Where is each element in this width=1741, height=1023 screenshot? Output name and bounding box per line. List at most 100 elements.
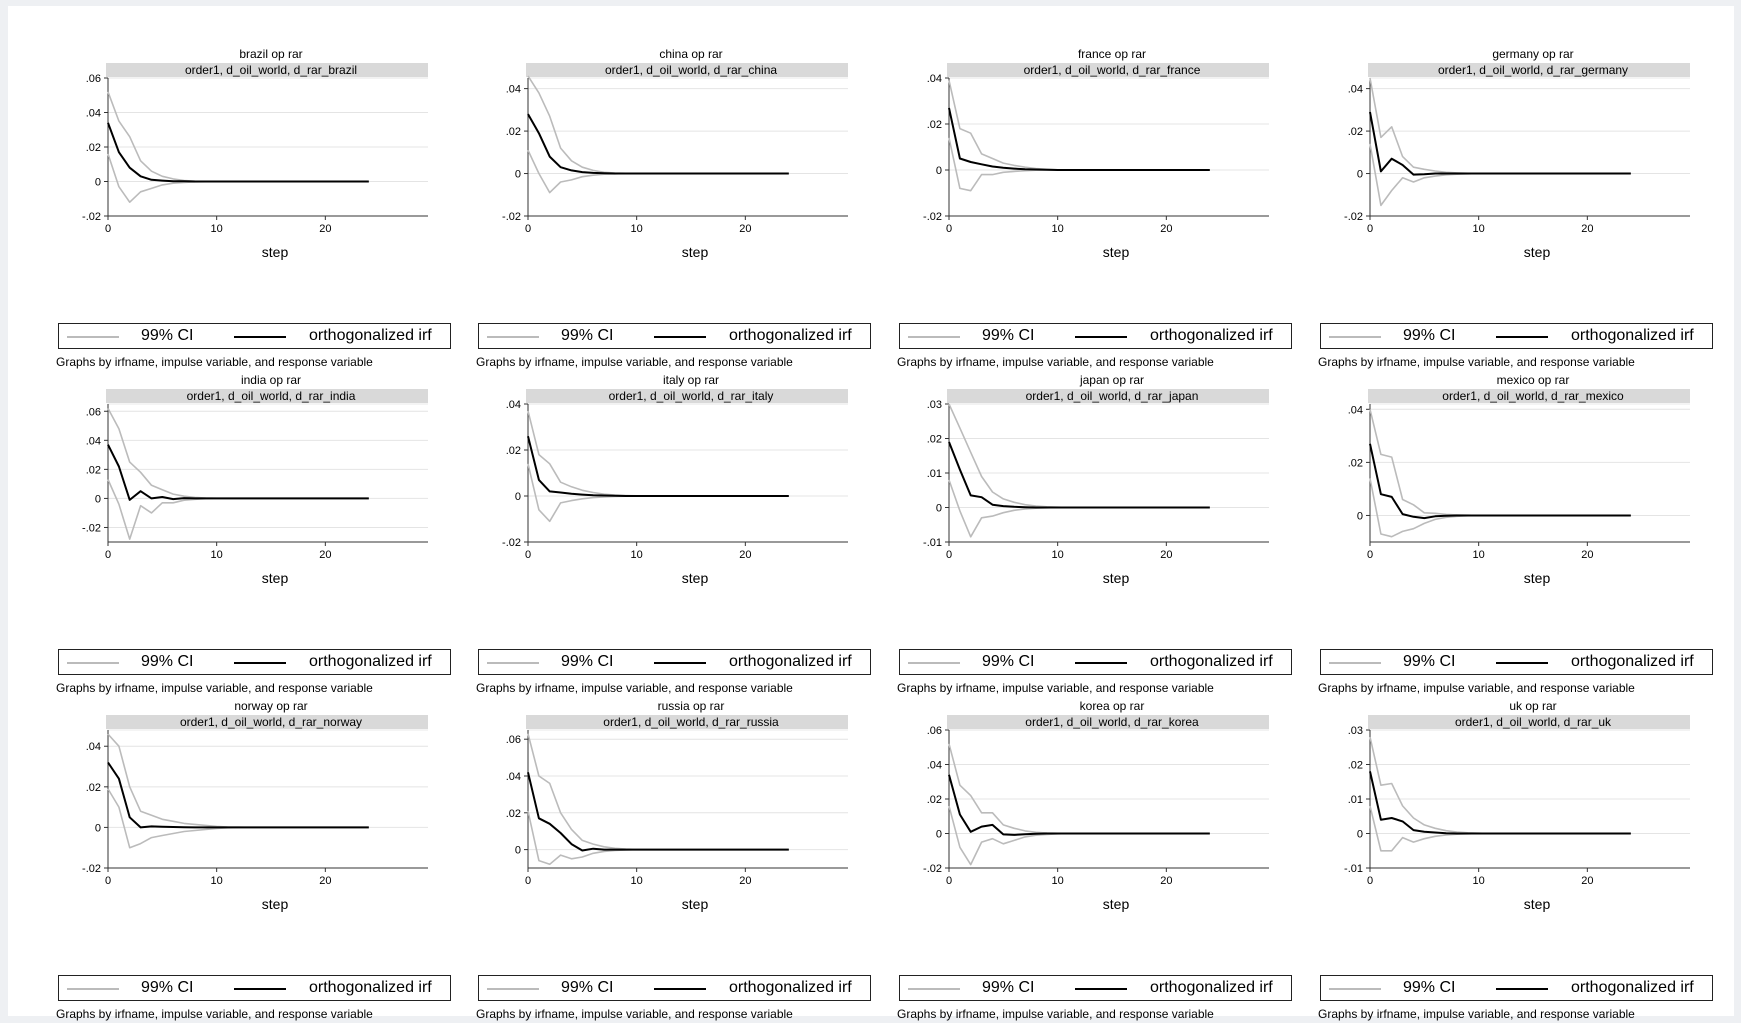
legend-label-ci: 99% CI — [141, 653, 193, 671]
y-tick-label: .04 — [1348, 404, 1363, 416]
legend-swatch-ci — [487, 336, 539, 338]
legend-label-ci: 99% CI — [1403, 653, 1455, 671]
legend-label-ci: 99% CI — [561, 327, 613, 345]
legend: 99% CI orthogonalized irf — [899, 975, 1292, 1001]
x-axis-label: step — [682, 244, 709, 260]
chart-title: russia op rar — [658, 699, 725, 713]
y-tick-label: .04 — [86, 741, 101, 753]
y-tick-label: -.02 — [923, 863, 942, 875]
x-axis-label: step — [1103, 570, 1130, 586]
chart-title: uk op rar — [1509, 699, 1556, 713]
legend-label-ci: 99% CI — [982, 327, 1034, 345]
x-tick-label: 0 — [1367, 875, 1373, 887]
graph-note: Graphs by irfname, impulse variable, and… — [897, 1007, 1214, 1021]
plot-area — [1370, 78, 1690, 216]
legend: 99% CI orthogonalized irf — [58, 975, 451, 1001]
x-axis-label: step — [1524, 244, 1551, 260]
chart-title: italy op rar — [663, 373, 719, 387]
y-tick-label: 0 — [95, 822, 101, 834]
legend-swatch-irf — [1075, 662, 1127, 664]
x-tick-label: 10 — [1473, 549, 1485, 561]
legend-swatch-ci — [908, 988, 960, 990]
x-tick-label: 10 — [1052, 223, 1064, 235]
y-tick-label: 0 — [936, 503, 942, 515]
y-tick-label: .04 — [506, 84, 521, 96]
x-tick-label: 0 — [946, 549, 952, 561]
legend-swatch-ci — [67, 662, 119, 664]
x-axis-label: step — [262, 570, 289, 586]
legend-label-irf: orthogonalized irf — [309, 327, 432, 345]
legend-swatch-ci — [1329, 988, 1381, 990]
legend-swatch-irf — [1496, 336, 1548, 338]
plot-area — [949, 78, 1269, 216]
legend-label-ci: 99% CI — [141, 979, 193, 997]
chart-subtitle: order1, d_oil_world, d_rar_france — [1024, 63, 1201, 77]
legend-label-irf: orthogonalized irf — [729, 327, 852, 345]
graph-note: Graphs by irfname, impulse variable, and… — [1318, 355, 1635, 369]
y-tick-label: .02 — [1348, 126, 1363, 138]
x-tick-label: 20 — [739, 875, 751, 887]
x-tick-label: 10 — [631, 549, 643, 561]
y-tick-label: .04 — [86, 435, 101, 447]
legend-swatch-ci — [67, 336, 119, 338]
legend-swatch-irf — [234, 336, 286, 338]
legend-label-irf: orthogonalized irf — [309, 979, 432, 997]
x-tick-label: 0 — [525, 223, 531, 235]
legend-swatch-irf — [234, 988, 286, 990]
legend-swatch-irf — [1496, 988, 1548, 990]
x-tick-label: 20 — [1581, 549, 1593, 561]
legend-label-irf: orthogonalized irf — [729, 979, 852, 997]
x-tick-label: 10 — [631, 875, 643, 887]
legend-label-ci: 99% CI — [982, 979, 1034, 997]
y-tick-label: -.02 — [82, 522, 101, 534]
y-tick-label: .04 — [506, 771, 521, 783]
y-tick-label: .01 — [1348, 794, 1363, 806]
legend-label-irf: orthogonalized irf — [729, 653, 852, 671]
y-tick-label: .02 — [506, 808, 521, 820]
legend-swatch-irf — [654, 336, 706, 338]
legend: 99% CI orthogonalized irf — [58, 323, 451, 349]
legend-swatch-ci — [487, 988, 539, 990]
chart-title: china op rar — [659, 47, 722, 61]
y-tick-label: -.02 — [1344, 211, 1363, 223]
chart-title: norway op rar — [234, 699, 307, 713]
legend-label-ci: 99% CI — [1403, 979, 1455, 997]
plot-area — [528, 78, 848, 216]
y-tick-label: .04 — [506, 399, 521, 411]
legend-swatch-irf — [1075, 988, 1127, 990]
legend: 99% CI orthogonalized irf — [1320, 975, 1713, 1001]
legend-swatch-irf — [654, 662, 706, 664]
y-tick-label: .02 — [927, 119, 942, 131]
x-tick-label: 10 — [631, 223, 643, 235]
legend-label-ci: 99% CI — [141, 327, 193, 345]
x-axis-label: step — [262, 896, 289, 912]
legend-label-irf: orthogonalized irf — [1571, 979, 1694, 997]
x-tick-label: 0 — [105, 223, 111, 235]
y-tick-label: -.02 — [502, 537, 521, 549]
chart-title: germany op rar — [1492, 47, 1573, 61]
plot-area — [108, 730, 428, 868]
graph-note: Graphs by irfname, impulse variable, and… — [897, 681, 1214, 695]
x-axis-label: step — [1103, 896, 1130, 912]
legend-label-irf: orthogonalized irf — [1150, 979, 1273, 997]
legend-swatch-irf — [654, 988, 706, 990]
legend-swatch-ci — [908, 336, 960, 338]
y-tick-label: .04 — [927, 760, 942, 772]
y-tick-label: .06 — [927, 725, 942, 737]
y-tick-label: 0 — [936, 165, 942, 177]
chart-title: japan op rar — [1079, 373, 1144, 387]
